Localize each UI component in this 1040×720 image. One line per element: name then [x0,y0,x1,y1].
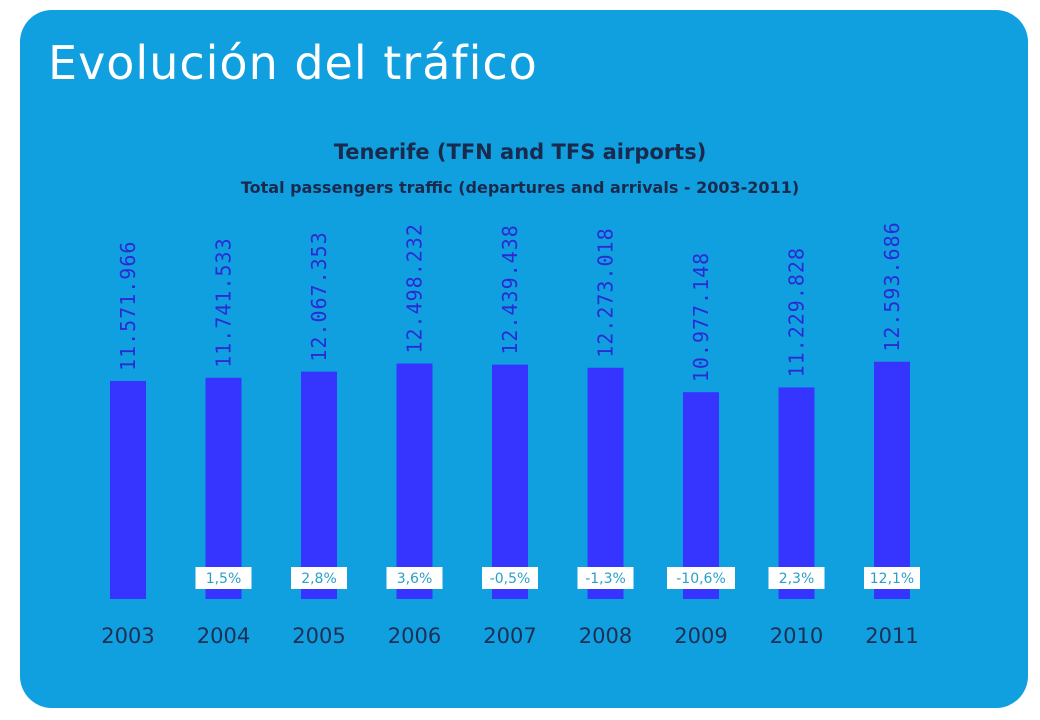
year-label-2008: 2008 [579,624,632,648]
growth-label-2009: -10,6% [676,571,726,587]
growth-badge-2009 [667,567,735,589]
year-label-2010: 2010 [770,624,823,648]
value-label-2009: 10.977.148 [689,252,713,382]
value-label-2008: 12.273.018 [594,227,618,357]
growth-badge-2008 [577,567,634,589]
growth-label-2007: -0,5% [490,571,531,587]
bar-2011 [874,361,910,599]
year-label-2011: 2011 [865,624,918,648]
growth-badge-2010 [768,567,825,589]
growth-label-2004: 1,5% [206,571,242,587]
chart-subtitle: Total passengers traffic (departures and… [240,178,800,197]
year-label-2004: 2004 [197,624,250,648]
year-label-2003: 2003 [101,624,154,648]
growth-badge-2005 [291,567,347,589]
year-label-2005: 2005 [292,624,345,648]
value-label-2006: 12.498.232 [403,223,427,353]
growth-label-2005: 2,8% [301,571,337,587]
value-label-2007: 12.439.438 [498,224,522,354]
growth-badge-2011 [864,567,920,589]
year-label-2006: 2006 [388,624,441,648]
growth-badge-2004 [195,567,252,589]
value-label-2010: 11.229.828 [785,247,809,377]
bar-2006 [396,363,433,599]
year-label-2007: 2007 [483,624,536,648]
growth-label-2008: -1,3% [585,571,626,587]
value-label-2005: 12.067.353 [307,231,331,361]
value-label-2004: 11.741.533 [212,237,236,367]
bar-2004 [205,377,242,599]
growth-label-2011: 12,1% [870,571,914,587]
chart-title: Tenerife (TFN and TFS airports) [333,140,707,164]
value-label-2011: 12.593.686 [880,221,904,351]
growth-label-2010: 2,3% [779,571,815,587]
bar-2009 [683,392,719,599]
year-label-2009: 2009 [674,624,727,648]
growth-badge-2007 [482,567,538,589]
bar-2008 [587,367,624,599]
growth-badge-2006 [386,567,443,589]
bar-2005 [301,371,337,599]
page-title: Evolución del tráfico [48,36,538,90]
bar-2007 [492,364,528,599]
bar-2003 [110,380,146,599]
value-label-2003: 11.571.966 [116,241,140,371]
growth-label-2006: 3,6% [397,571,433,587]
bar-2010 [778,387,815,599]
